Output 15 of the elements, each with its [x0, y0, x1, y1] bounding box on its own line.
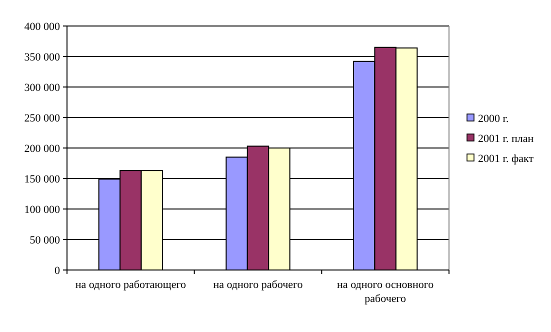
y-tick-label: 0	[54, 264, 60, 277]
y-tick-label: 300 000	[24, 82, 60, 94]
x-tick-label: на одного рабочего	[213, 279, 304, 291]
x-tick-label: на одного работающего	[75, 279, 186, 291]
legend-label: 2000 г.	[478, 112, 510, 125]
legend-label: 2001 г. план	[478, 132, 534, 145]
y-tick-label: 100 000	[24, 204, 60, 216]
legend-label: 2001 г. факт	[478, 152, 534, 165]
y-tick-label: 400 000	[24, 20, 60, 33]
x-tick-label: на одного основного рабочего	[337, 279, 434, 305]
y-tick-label: 50 000	[30, 234, 60, 246]
y-tick-label: 250 000	[24, 112, 60, 124]
y-tick-label: 200 000	[24, 142, 60, 155]
y-tick-label: 150 000	[24, 173, 60, 186]
y-tick-label: 350 000	[24, 51, 60, 64]
